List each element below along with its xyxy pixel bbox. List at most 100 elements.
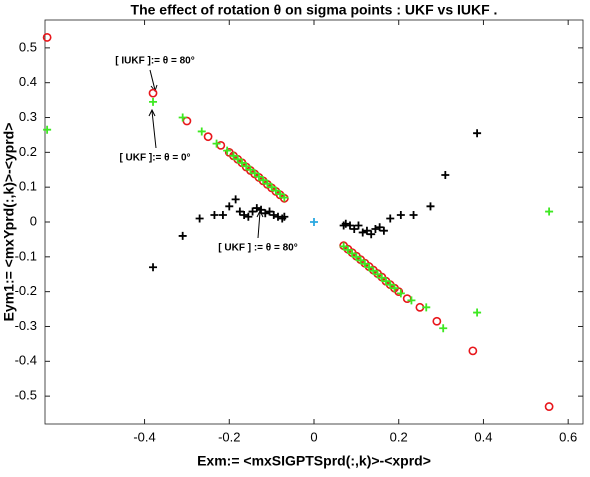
point xyxy=(231,195,240,204)
point xyxy=(386,214,395,223)
point xyxy=(352,252,361,261)
point xyxy=(409,211,418,220)
y-tick-label: -0.4 xyxy=(15,353,37,368)
chart-title: The effect of rotation θ on sigma points… xyxy=(131,2,498,18)
point xyxy=(218,211,227,220)
y-tick-label: 0.4 xyxy=(19,74,37,89)
point xyxy=(382,277,391,286)
x-tick-label: 0.6 xyxy=(559,429,577,444)
point xyxy=(441,170,450,179)
point xyxy=(373,270,382,279)
point xyxy=(261,209,270,218)
point xyxy=(386,280,395,289)
point xyxy=(178,231,187,240)
point xyxy=(280,193,289,202)
point xyxy=(473,129,482,138)
point xyxy=(237,158,246,167)
point xyxy=(439,324,448,333)
point xyxy=(257,205,266,214)
x-tick-label: 0.2 xyxy=(390,429,408,444)
point xyxy=(422,303,431,312)
point xyxy=(229,151,238,160)
x-tick-label: 0 xyxy=(310,429,317,444)
annotation: [ IUKF ]:= θ = 80° xyxy=(115,56,194,67)
y-tick-label: -0.3 xyxy=(15,318,37,333)
point xyxy=(545,207,554,216)
y-tick-label: 0.3 xyxy=(19,109,37,124)
y-tick-label: 0.1 xyxy=(19,179,37,194)
point xyxy=(254,172,263,181)
point xyxy=(223,146,232,155)
point xyxy=(356,256,365,265)
point xyxy=(280,212,289,221)
point xyxy=(235,207,244,216)
point xyxy=(267,183,276,192)
point xyxy=(346,221,355,230)
point xyxy=(263,179,272,188)
point xyxy=(212,139,221,148)
point xyxy=(365,263,374,272)
point xyxy=(341,219,350,228)
point xyxy=(367,230,376,239)
point xyxy=(259,176,268,185)
point xyxy=(195,214,204,223)
point xyxy=(271,186,280,195)
point xyxy=(390,284,399,293)
point xyxy=(203,132,213,142)
point xyxy=(210,211,219,220)
x-tick-label: -0.2 xyxy=(218,429,240,444)
point xyxy=(339,242,348,251)
point xyxy=(377,273,386,282)
point xyxy=(426,202,435,211)
point xyxy=(369,266,378,275)
y-tick-label: 0.2 xyxy=(19,144,37,159)
point xyxy=(246,165,255,174)
x-axis-label: Exm:= <mxSIGPTSprd(:,k)>-<xprd> xyxy=(197,453,431,469)
y-tick-label: -0.2 xyxy=(15,283,37,298)
point xyxy=(276,190,285,199)
point xyxy=(233,155,242,164)
point xyxy=(360,259,369,268)
point xyxy=(432,316,442,326)
point xyxy=(244,212,253,221)
y-tick-label: -0.5 xyxy=(15,388,37,403)
point xyxy=(252,204,261,213)
point xyxy=(310,218,318,226)
point xyxy=(265,207,274,216)
point xyxy=(544,402,554,411)
annotation: [ UKF ]:= θ = 0° xyxy=(119,153,190,164)
annotation-arrows xyxy=(148,69,264,239)
y-axis-label: Eym1:= <mxYprd(:,k)>-<yprd> xyxy=(1,123,17,322)
point xyxy=(358,228,367,237)
point xyxy=(343,245,352,254)
point xyxy=(178,113,187,122)
point xyxy=(407,296,416,305)
y-tick-label: 0.5 xyxy=(19,39,37,54)
point xyxy=(250,169,259,178)
point xyxy=(149,263,158,272)
y-tick-label: 0 xyxy=(30,213,37,228)
point xyxy=(379,226,388,235)
point xyxy=(468,346,478,356)
point xyxy=(354,221,363,230)
point xyxy=(375,223,384,232)
point xyxy=(42,33,52,42)
point xyxy=(225,202,234,211)
point xyxy=(240,211,249,220)
point xyxy=(350,224,359,233)
point xyxy=(197,127,206,136)
point xyxy=(396,211,405,220)
point xyxy=(371,224,380,233)
point xyxy=(242,162,251,171)
point xyxy=(148,88,158,98)
x-tick-label: -0.4 xyxy=(133,429,155,444)
point xyxy=(149,97,158,106)
point xyxy=(348,249,357,258)
point xyxy=(396,289,405,298)
point xyxy=(362,226,371,235)
annotation: [ UKF ] := θ = 80° xyxy=(218,243,297,254)
y-tick-label: -0.1 xyxy=(15,248,37,263)
point xyxy=(43,125,52,134)
point xyxy=(473,308,482,317)
